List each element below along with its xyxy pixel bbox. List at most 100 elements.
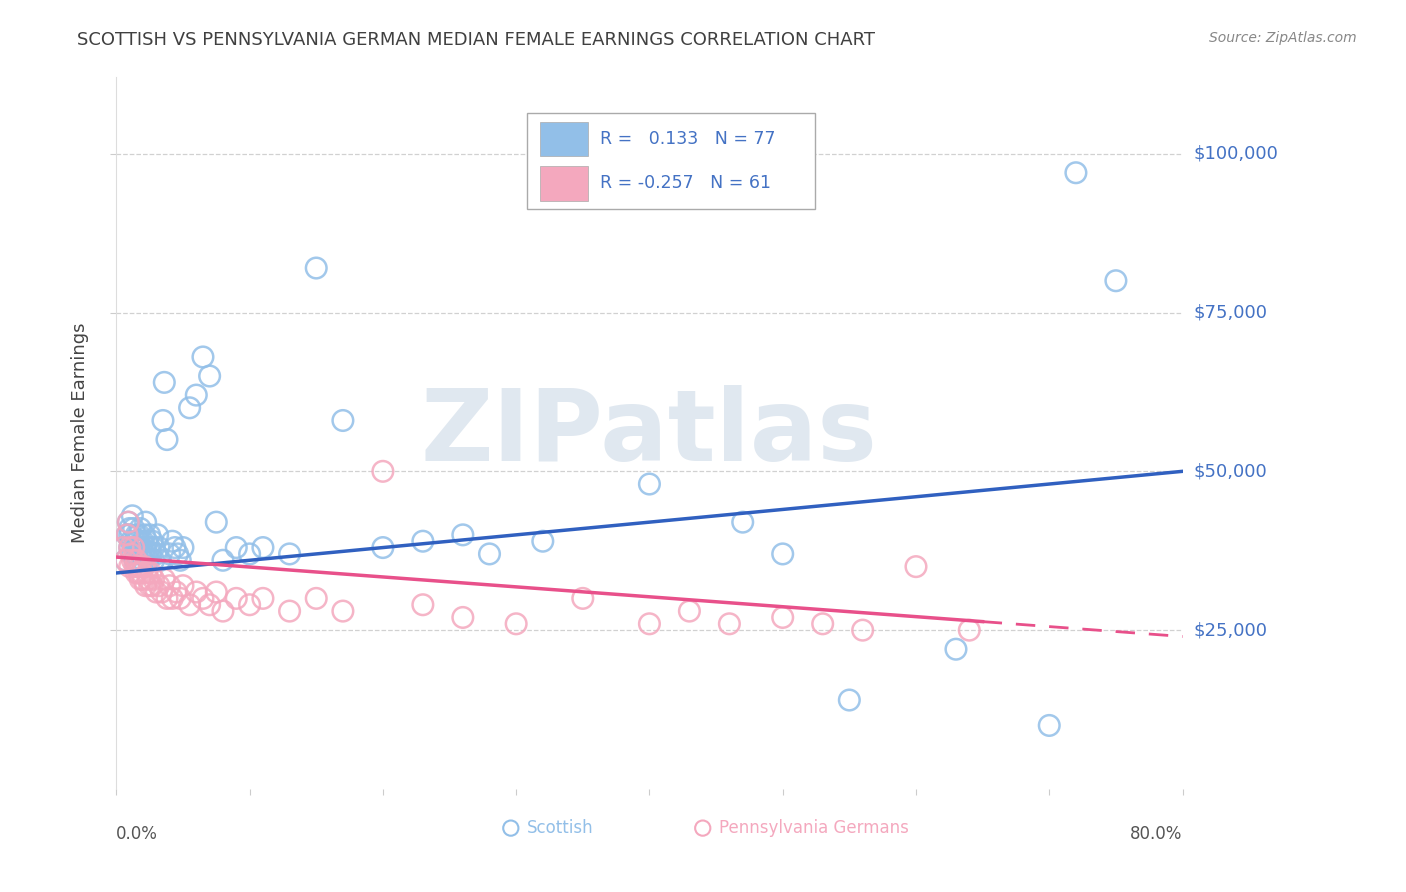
Point: [129, 559, 152, 574]
Point: [278, 547, 301, 561]
Point: [772, 547, 794, 561]
Point: [146, 528, 169, 542]
Point: [117, 515, 139, 529]
Point: [371, 464, 394, 478]
Point: [129, 521, 152, 535]
Point: [114, 553, 136, 567]
Point: [156, 433, 179, 447]
Point: [136, 547, 159, 561]
Point: [127, 534, 149, 549]
Point: [225, 591, 247, 606]
Point: [811, 616, 834, 631]
Point: [163, 541, 186, 555]
Point: [115, 528, 138, 542]
Point: [136, 534, 159, 549]
Point: [139, 566, 162, 580]
Point: [136, 553, 159, 567]
Point: [179, 401, 201, 415]
Point: [153, 572, 176, 586]
Point: [852, 623, 875, 637]
Point: [1038, 718, 1060, 732]
Point: [120, 534, 142, 549]
Text: 80.0%: 80.0%: [1130, 824, 1182, 843]
Point: [205, 585, 228, 599]
Point: [162, 534, 184, 549]
Point: [718, 616, 741, 631]
Point: [159, 547, 181, 561]
Point: [138, 579, 160, 593]
Point: [111, 541, 134, 555]
Point: [191, 591, 214, 606]
Point: [136, 566, 159, 580]
Point: [212, 604, 235, 618]
Point: [127, 559, 149, 574]
Point: [150, 585, 173, 599]
Text: $75,000: $75,000: [1194, 303, 1268, 321]
Point: [121, 553, 143, 567]
Point: [122, 541, 145, 555]
Y-axis label: Median Female Earnings: Median Female Earnings: [72, 323, 89, 543]
Bar: [540, 121, 588, 156]
Point: [371, 541, 394, 555]
Text: $100,000: $100,000: [1194, 145, 1278, 162]
Point: [115, 528, 138, 542]
Text: $50,000: $50,000: [1194, 462, 1267, 480]
Point: [239, 547, 262, 561]
Point: [186, 585, 208, 599]
Point: [142, 572, 165, 586]
Point: [118, 528, 141, 542]
Point: [128, 528, 150, 542]
Point: [142, 553, 165, 567]
Point: [149, 553, 172, 567]
Point: [169, 553, 191, 567]
Point: [124, 553, 146, 567]
Point: [153, 376, 176, 390]
Point: [141, 579, 163, 593]
Point: [191, 350, 214, 364]
Point: [166, 547, 188, 561]
Point: [678, 604, 700, 618]
Point: [117, 515, 139, 529]
Point: [118, 541, 141, 555]
Point: [145, 585, 167, 599]
Point: [134, 559, 156, 574]
Point: [136, 572, 159, 586]
Point: [127, 553, 149, 567]
Point: [141, 534, 163, 549]
Point: [125, 528, 148, 542]
Point: [129, 547, 152, 561]
Point: [252, 541, 274, 555]
Text: 0.0%: 0.0%: [117, 824, 159, 843]
Point: [135, 515, 157, 529]
Point: [172, 579, 194, 593]
Text: $25,000: $25,000: [1194, 621, 1268, 640]
Point: [138, 528, 160, 542]
Point: [131, 541, 153, 555]
Point: [125, 547, 148, 561]
Point: [225, 541, 247, 555]
Point: [198, 598, 221, 612]
Point: [239, 598, 262, 612]
FancyBboxPatch shape: [527, 113, 814, 209]
Point: [772, 610, 794, 624]
Text: SCOTTISH VS PENNSYLVANIA GERMAN MEDIAN FEMALE EARNINGS CORRELATION CHART: SCOTTISH VS PENNSYLVANIA GERMAN MEDIAN F…: [77, 31, 876, 49]
Point: [159, 579, 181, 593]
Text: ZIPatlas: ZIPatlas: [420, 384, 877, 482]
Point: [278, 604, 301, 618]
Point: [128, 541, 150, 555]
Point: [412, 598, 434, 612]
Point: [118, 521, 141, 535]
Point: [478, 547, 501, 561]
Point: [128, 566, 150, 580]
Point: [134, 547, 156, 561]
Point: [152, 413, 174, 427]
Point: [125, 566, 148, 580]
Point: [838, 693, 860, 707]
Point: [945, 642, 967, 657]
Point: [162, 591, 184, 606]
Point: [332, 604, 354, 618]
Point: [198, 369, 221, 384]
Point: [638, 616, 661, 631]
Point: [451, 528, 474, 542]
Point: [838, 782, 860, 797]
